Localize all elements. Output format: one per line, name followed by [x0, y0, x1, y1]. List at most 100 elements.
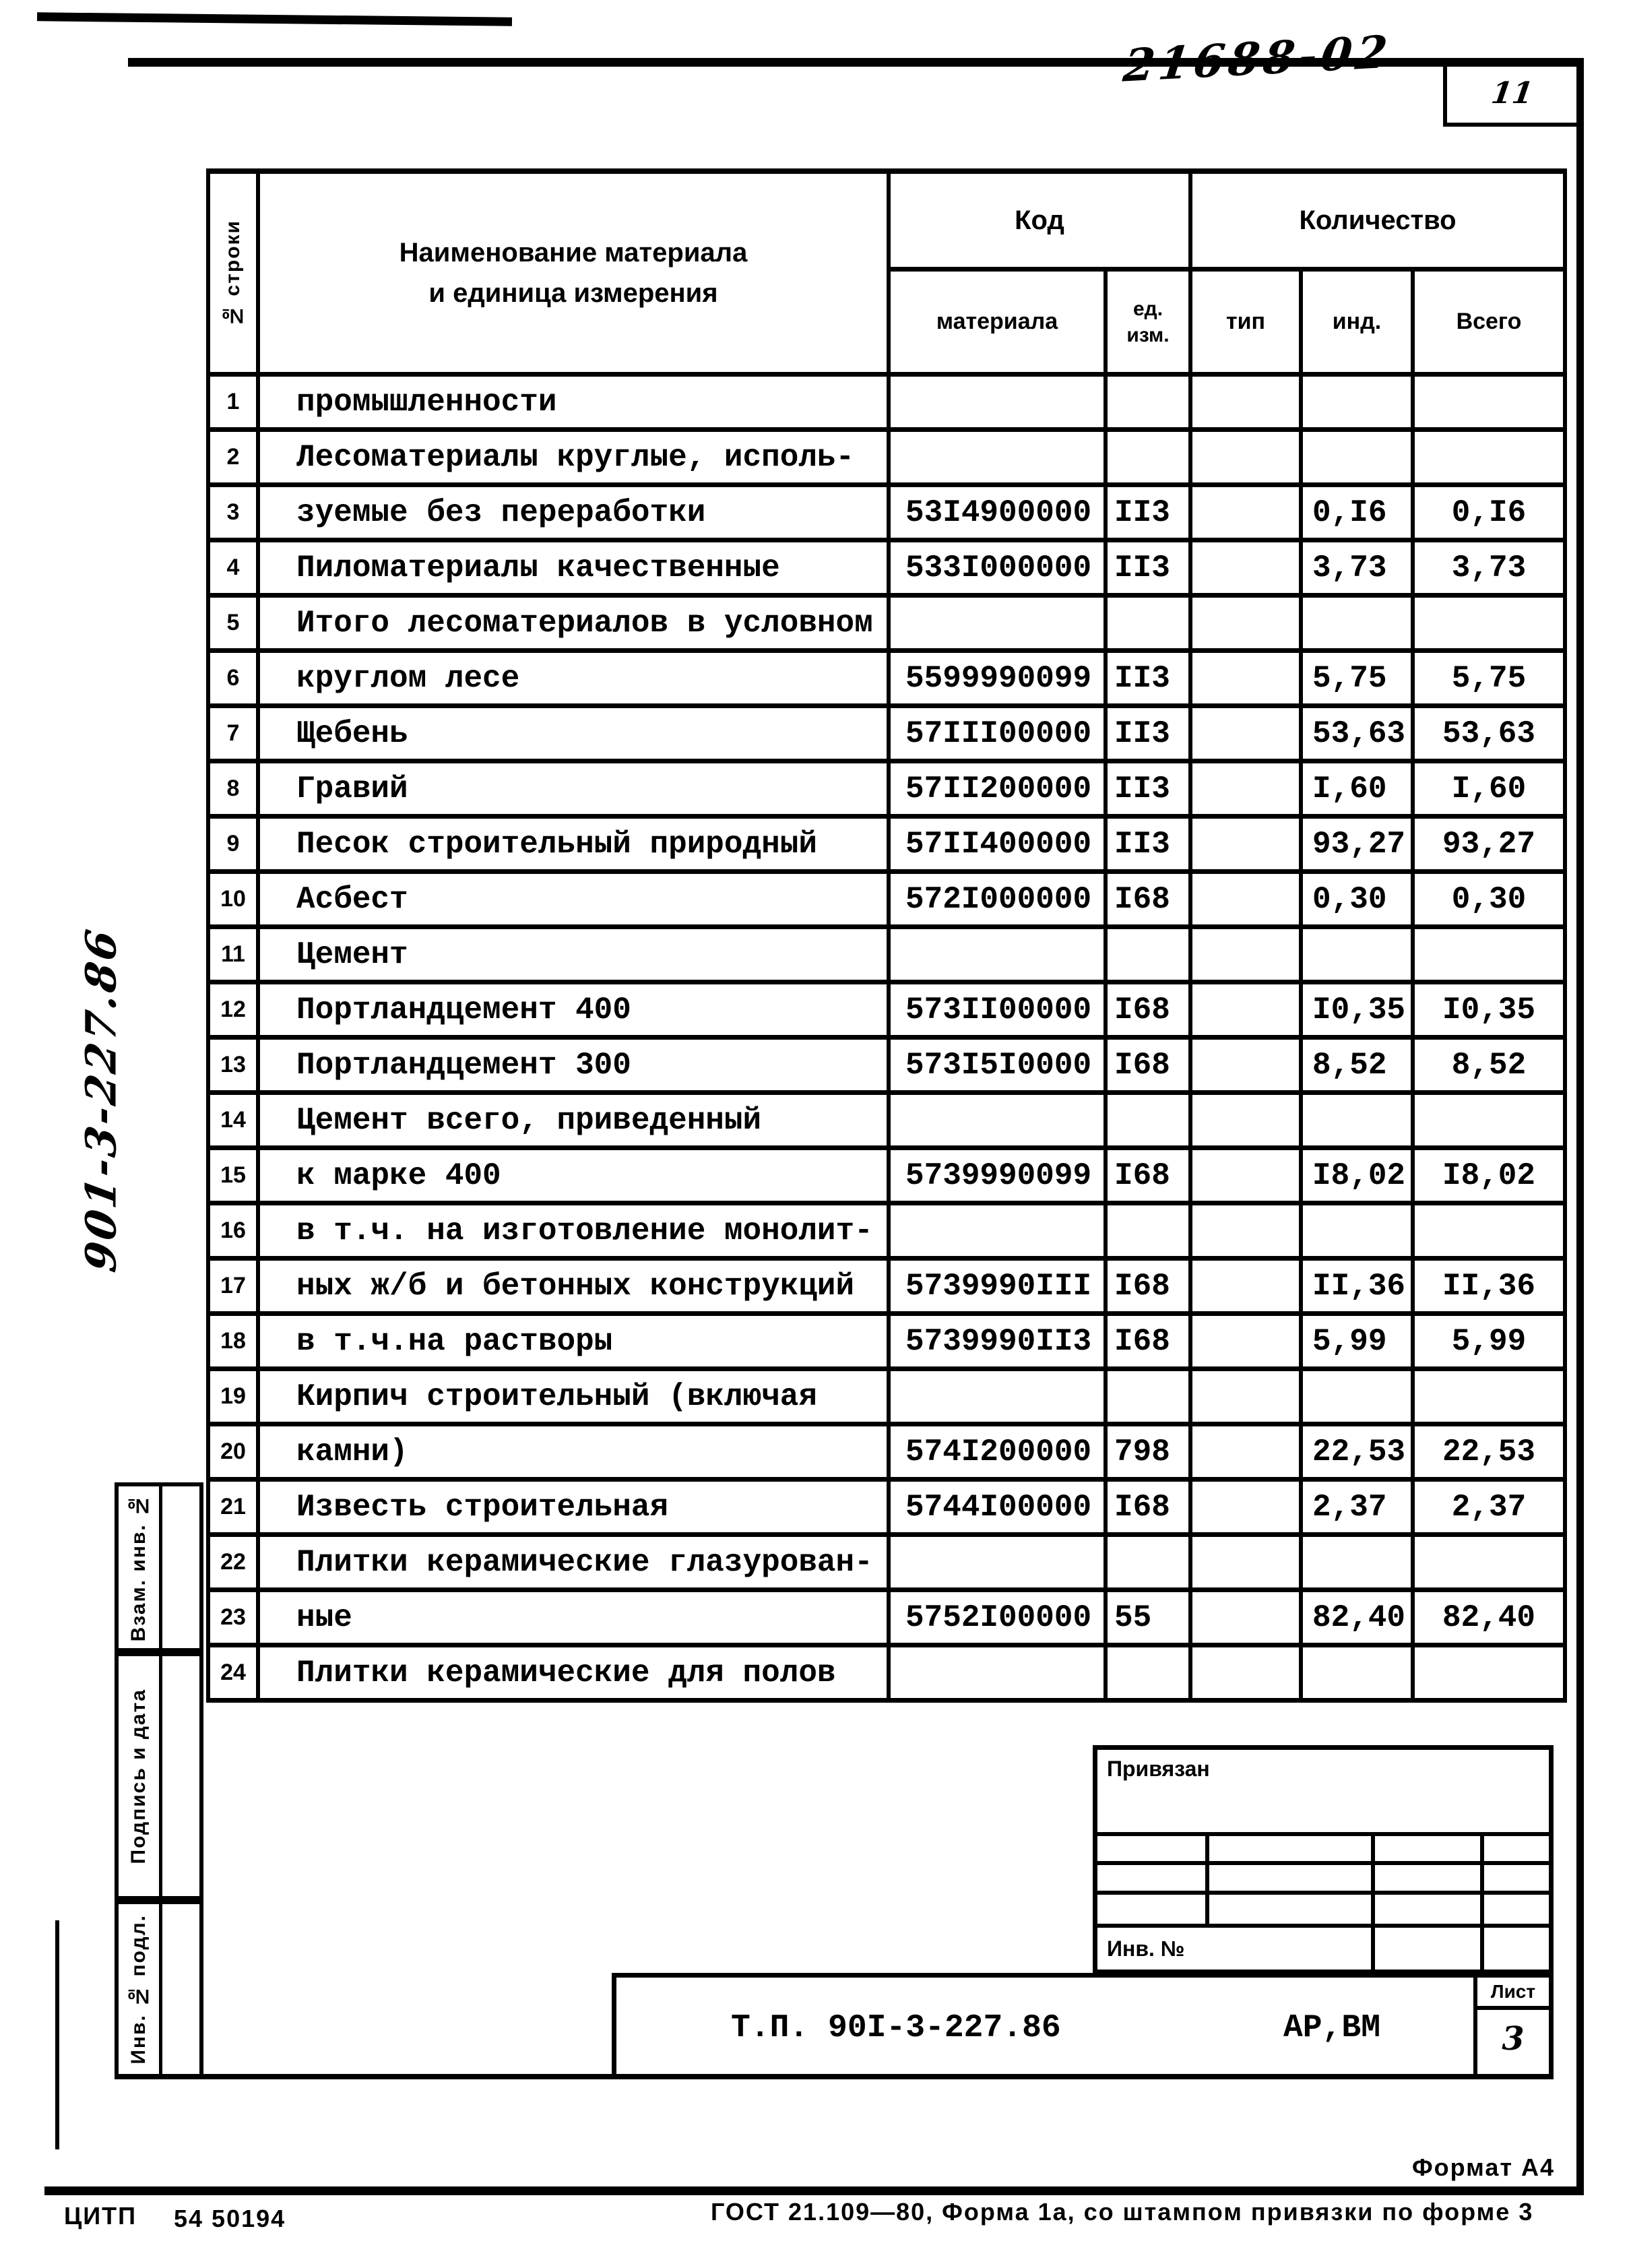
- table-body: 1 промышленности 2 Лесоматериалы круглые…: [210, 377, 1567, 1703]
- row-qty-type: [1192, 984, 1303, 1040]
- row-qty-total: [1415, 1095, 1567, 1150]
- row-qty-type: [1192, 763, 1303, 819]
- row-material-code: 574I200000: [891, 1426, 1108, 1482]
- header-qty-ind-label: инд.: [1332, 309, 1382, 334]
- row-qty-type: [1192, 542, 1303, 598]
- sidebox-inv-podl-labelcell: Инв. № подл.: [119, 1904, 162, 2075]
- row-qty-ind: 0,30: [1303, 874, 1415, 929]
- row-qty-type: [1192, 1150, 1303, 1205]
- row-qty-type: [1192, 598, 1303, 653]
- row-number: 9: [210, 819, 260, 874]
- row-qty-total: I,60: [1415, 763, 1567, 819]
- row-material-code: 57II200000: [891, 763, 1108, 819]
- row-material-code: 5752I00000: [891, 1592, 1108, 1647]
- table-header: № строки Наименование материала и единиц…: [210, 174, 1567, 377]
- stamp-cell: [1097, 1836, 1209, 1866]
- scan-artifact-left-edge: [55, 1920, 59, 2149]
- row-material-name: Асбест: [260, 874, 891, 929]
- row-qty-total: [1415, 1537, 1567, 1592]
- row-number: 6: [210, 653, 260, 708]
- row-qty-ind: I,60: [1303, 763, 1415, 819]
- row-qty-total: [1415, 929, 1567, 984]
- row-unit-code: [1108, 929, 1192, 984]
- row-qty-type: [1192, 1537, 1303, 1592]
- sidebox-vzam-inv: Взам. инв. №: [115, 1482, 203, 1652]
- table-row: 17 ных ж/б и бетонных конструкций 573999…: [210, 1261, 1567, 1316]
- row-unit-code: I68: [1108, 1482, 1192, 1537]
- row-qty-total: 8,52: [1415, 1040, 1567, 1095]
- row-material-name: Плитки керамические глазурован-: [260, 1537, 891, 1592]
- row-qty-type: [1192, 1371, 1303, 1426]
- sidebox-podpis-data-label: Подпись и дата: [127, 1688, 150, 1864]
- row-number: 13: [210, 1040, 260, 1095]
- header-qty-group: Количество: [1192, 174, 1567, 272]
- header-code-material: материала: [891, 272, 1108, 377]
- row-unit-code: II3: [1108, 819, 1192, 874]
- stamp-cell: [1375, 1894, 1484, 1924]
- header-qty-type: тип: [1192, 272, 1303, 377]
- sidebox-vzam-inv-labelcell: Взам. инв. №: [119, 1486, 162, 1648]
- row-number: 14: [210, 1095, 260, 1150]
- row-qty-ind: 53,63: [1303, 708, 1415, 763]
- title-block: Т.П. 90I-3-227.86 АР,ВМ Лист 3: [612, 1973, 1554, 2079]
- row-qty-ind: [1303, 1095, 1415, 1150]
- row-material-name: в т.ч.на растворы: [260, 1316, 891, 1371]
- row-qty-type: [1192, 1205, 1303, 1261]
- title-block-doc-number: Т.П. 90I-3-227.86: [731, 2010, 1061, 2046]
- row-material-code: 5739990II3: [891, 1316, 1108, 1371]
- row-qty-ind: 8,52: [1303, 1040, 1415, 1095]
- row-unit-code: 55: [1108, 1592, 1192, 1647]
- table-row: 5 Итого лесоматериалов в условном: [210, 598, 1567, 653]
- row-unit-code: I68: [1108, 1150, 1192, 1205]
- sheet-label: Лист: [1477, 1978, 1549, 2010]
- row-qty-ind: [1303, 377, 1415, 432]
- stamp-cell: [1484, 1865, 1549, 1895]
- sidebox-inv-podl: Инв. № подл.: [115, 1900, 203, 2079]
- row-number: 8: [210, 763, 260, 819]
- stamp-cell: [1375, 1836, 1484, 1866]
- row-number: 12: [210, 984, 260, 1040]
- sidebox-inv-podl-blank: [162, 1904, 199, 2075]
- page-number: 11: [1489, 75, 1536, 111]
- header-row-number: № строки: [210, 174, 260, 377]
- row-material-code: [891, 1537, 1108, 1592]
- row-material-name: Пиломатериалы качественные: [260, 542, 891, 598]
- row-material-name: Итого лесоматериалов в условном: [260, 598, 891, 653]
- row-unit-code: II3: [1108, 708, 1192, 763]
- row-qty-type: [1192, 1316, 1303, 1371]
- row-qty-total: 82,40: [1415, 1592, 1567, 1647]
- row-material-name: Лесоматериалы круглые, исполь-: [260, 432, 891, 487]
- row-material-code: [891, 1647, 1108, 1703]
- title-block-sheet-column: Лист 3: [1473, 1978, 1549, 2075]
- row-qty-type: [1192, 1426, 1303, 1482]
- row-material-code: 533I000000: [891, 542, 1108, 598]
- row-unit-code: II3: [1108, 487, 1192, 542]
- header-code-material-label: материала: [936, 309, 1058, 334]
- row-qty-ind: I8,02: [1303, 1150, 1415, 1205]
- row-qty-ind: 93,27: [1303, 819, 1415, 874]
- sidebox-podpis-data-labelcell: Подпись и дата: [119, 1656, 162, 1896]
- row-qty-type: [1192, 1095, 1303, 1150]
- sheet-number: 3: [1502, 2020, 1525, 2058]
- table-row: 21 Известь строительная 5744I00000 I68 2…: [210, 1482, 1567, 1537]
- stamp-cell: [1209, 1836, 1375, 1866]
- table-row: 23 ные 5752I00000 55 82,40 82,40: [210, 1592, 1567, 1647]
- row-number: 7: [210, 708, 260, 763]
- row-qty-total: 2,37: [1415, 1482, 1567, 1537]
- row-material-name: зуемые без переработки: [260, 487, 891, 542]
- stamp-cell: [1375, 1865, 1484, 1895]
- row-qty-total: 0,I6: [1415, 487, 1567, 542]
- scan-artifact-top-line: [36, 12, 513, 26]
- page-number-box: 11: [1443, 59, 1582, 127]
- row-material-code: 53I4900000: [891, 487, 1108, 542]
- materials-table: № строки Наименование материала и единиц…: [206, 168, 1567, 1703]
- row-qty-ind: I0,35: [1303, 984, 1415, 1040]
- row-unit-code: [1108, 377, 1192, 432]
- row-qty-ind: [1303, 1647, 1415, 1703]
- row-qty-total: [1415, 598, 1567, 653]
- row-qty-ind: 3,73: [1303, 542, 1415, 598]
- row-unit-code: [1108, 1537, 1192, 1592]
- row-qty-type: [1192, 1261, 1303, 1316]
- table-row: 12 Портландцемент 400 573II00000 I68 I0,…: [210, 984, 1567, 1040]
- row-qty-ind: 22,53: [1303, 1426, 1415, 1482]
